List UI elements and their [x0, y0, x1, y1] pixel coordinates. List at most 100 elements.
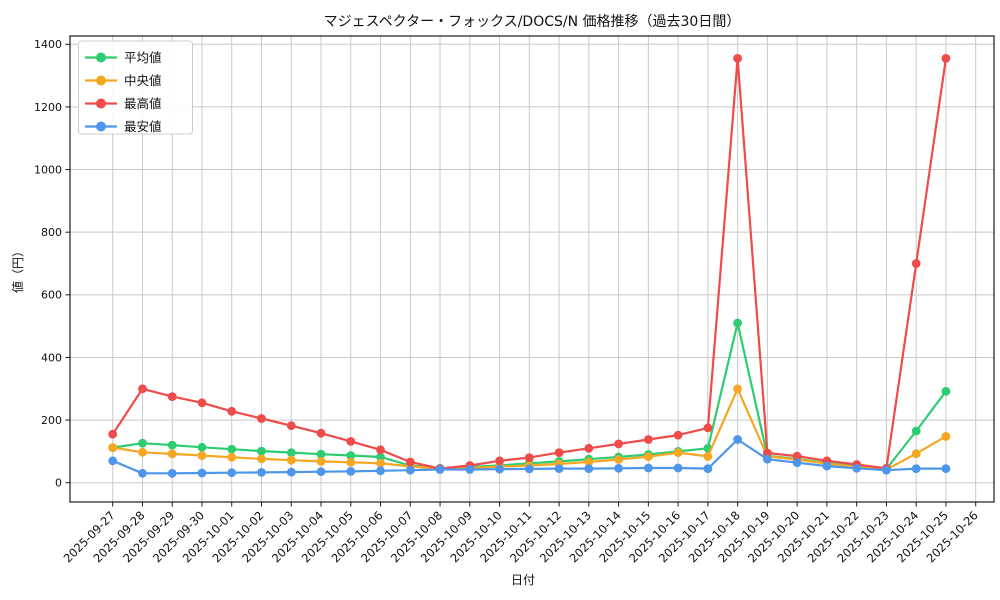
data-point-平均値: [197, 442, 207, 452]
data-point-最高値: [227, 406, 237, 416]
data-point-中央値: [644, 452, 653, 462]
data-point-最高値: [405, 457, 415, 467]
data-point-中央値: [911, 449, 921, 458]
data-point-中央値: [941, 432, 951, 441]
legend-label: 最安値: [124, 119, 162, 134]
data-point-平均値: [941, 386, 951, 396]
data-point-平均値: [346, 451, 356, 460]
data-point-最安値: [822, 461, 832, 471]
data-point-最高値: [763, 448, 772, 458]
data-point-中央値: [584, 457, 594, 467]
data-point-中央値: [614, 455, 623, 464]
data-point-平均値: [911, 426, 921, 436]
data-point-最安値: [941, 464, 951, 473]
data-point-最安値: [257, 468, 266, 477]
y-tick-label: 400: [41, 351, 62, 364]
data-point-最高値: [644, 435, 653, 444]
data-point-最高値: [138, 384, 147, 394]
data-point-最安値: [673, 463, 683, 473]
data-point-最安値: [554, 464, 564, 473]
data-point-最高値: [554, 448, 564, 457]
legend-swatch-marker: [96, 98, 106, 109]
y-tick-label: 600: [41, 289, 62, 302]
data-point-最安値: [792, 458, 802, 468]
data-point-中央値: [138, 447, 147, 457]
data-point-最高値: [911, 259, 921, 268]
data-point-最高値: [614, 439, 623, 449]
data-point-最安値: [286, 467, 296, 477]
y-tick-label: 1400: [34, 38, 62, 51]
data-point-中央値: [257, 454, 266, 464]
data-point-平均値: [376, 452, 385, 462]
data-point-最高値: [733, 54, 742, 63]
y-tick-label: 200: [41, 414, 62, 427]
data-point-最安値: [167, 468, 177, 478]
data-point-中央値: [376, 458, 385, 468]
data-point-中央値: [703, 452, 713, 461]
legend-box: [78, 40, 193, 135]
data-point-最高値: [495, 456, 504, 466]
data-point-最高値: [792, 451, 802, 461]
data-point-平均値: [138, 438, 147, 448]
data-point-最安値: [435, 465, 445, 474]
data-point-最安値: [316, 467, 326, 477]
data-point-最安値: [703, 464, 713, 473]
data-point-最安値: [763, 454, 772, 464]
data-point-最高値: [584, 443, 594, 453]
data-point-最安値: [138, 468, 147, 478]
data-point-中央値: [316, 457, 326, 466]
data-point-最高値: [673, 430, 683, 440]
legend-swatch-marker: [96, 75, 106, 86]
legend-label: 平均値: [124, 50, 162, 65]
chart-title: マジェスペクター・フォックス/DOCS/N 価格推移（過去30日間）: [324, 14, 741, 30]
data-point-最高値: [108, 429, 118, 439]
data-point-中央値: [286, 455, 296, 465]
data-point-中央値: [167, 449, 177, 459]
data-point-最安値: [495, 464, 504, 474]
data-series: [108, 54, 951, 478]
data-point-最安値: [852, 463, 862, 473]
legend-swatch-marker: [96, 121, 106, 132]
data-point-最安値: [882, 465, 891, 475]
data-point-平均値: [257, 446, 266, 456]
plot-border: [69, 35, 995, 503]
data-point-最高値: [257, 414, 266, 423]
data-point-最安値: [197, 468, 207, 478]
data-point-最安値: [524, 464, 534, 474]
data-point-平均値: [286, 448, 296, 457]
data-point-平均値: [733, 318, 742, 328]
legend-label: 最高値: [124, 96, 162, 111]
data-point-平均値: [316, 449, 326, 459]
x-axis-label: 日付: [511, 573, 535, 587]
data-point-中央値: [108, 443, 118, 452]
data-point-最安値: [405, 465, 415, 475]
data-point-最高値: [316, 428, 326, 438]
data-point-最安値: [644, 463, 653, 473]
data-point-最安値: [465, 465, 475, 474]
data-point-最安値: [108, 456, 118, 466]
data-point-中央値: [733, 384, 742, 394]
data-point-中央値: [227, 452, 237, 462]
data-point-最安値: [227, 468, 237, 478]
y-tick-label: 0: [55, 477, 62, 490]
y-tick-label: 800: [41, 226, 62, 239]
data-point-最高値: [941, 54, 951, 63]
y-tick-label: 1200: [34, 101, 62, 114]
data-point-平均値: [227, 444, 237, 454]
gridlines: [70, 36, 994, 502]
data-point-最安値: [346, 467, 356, 476]
data-point-中央値: [197, 451, 207, 460]
data-point-最高値: [167, 392, 177, 401]
data-point-平均値: [167, 440, 177, 450]
data-point-最安値: [614, 463, 623, 473]
data-point-最安値: [911, 464, 921, 473]
y-axis-label: 値（円）: [10, 245, 25, 293]
data-point-最安値: [584, 464, 594, 473]
data-point-最高値: [524, 453, 534, 462]
data-point-最高値: [286, 421, 296, 431]
y-tick-label: 1000: [34, 163, 62, 176]
legend-swatch-marker: [96, 52, 106, 63]
data-point-最安値: [733, 435, 742, 444]
